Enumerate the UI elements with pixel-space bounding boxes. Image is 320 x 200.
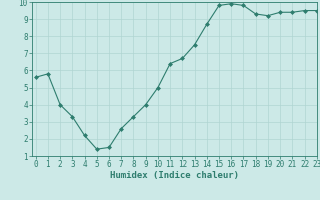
X-axis label: Humidex (Indice chaleur): Humidex (Indice chaleur) [110,171,239,180]
